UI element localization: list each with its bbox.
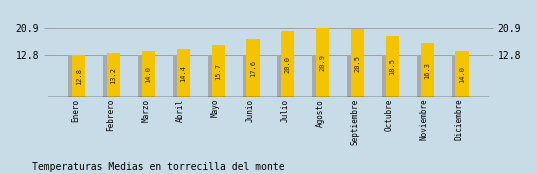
Bar	[142, 51, 155, 97]
Text: Temperaturas Medias en torrecilla del monte: Temperaturas Medias en torrecilla del mo…	[32, 162, 285, 172]
Bar	[281, 31, 294, 97]
Bar	[177, 49, 190, 97]
Bar	[351, 29, 364, 97]
Text: 20.5: 20.5	[354, 55, 360, 72]
Text: 18.5: 18.5	[389, 58, 395, 75]
Bar	[278, 55, 287, 97]
Text: 14.4: 14.4	[180, 65, 186, 82]
Bar	[107, 53, 120, 97]
Bar	[316, 28, 329, 97]
Bar	[208, 55, 217, 97]
Bar	[312, 55, 322, 97]
Bar	[386, 36, 399, 97]
Text: 16.3: 16.3	[424, 62, 430, 79]
Bar	[452, 55, 461, 97]
Text: 17.6: 17.6	[250, 60, 256, 77]
Bar	[173, 55, 183, 97]
Bar	[138, 55, 148, 97]
Bar	[420, 43, 434, 97]
Bar	[72, 55, 85, 97]
Text: 20.0: 20.0	[285, 56, 291, 73]
Bar	[246, 39, 259, 97]
Text: 14.0: 14.0	[459, 66, 465, 83]
Bar	[243, 55, 252, 97]
Bar	[103, 55, 113, 97]
Bar	[417, 55, 426, 97]
Text: 15.7: 15.7	[215, 63, 221, 80]
Text: 14.0: 14.0	[146, 66, 151, 83]
Bar	[382, 55, 391, 97]
Bar	[68, 55, 78, 97]
Text: 12.8: 12.8	[76, 68, 82, 85]
Text: 13.2: 13.2	[111, 67, 117, 84]
Bar	[212, 45, 225, 97]
Bar	[455, 51, 469, 97]
Bar	[347, 55, 357, 97]
Text: 20.9: 20.9	[320, 54, 325, 71]
